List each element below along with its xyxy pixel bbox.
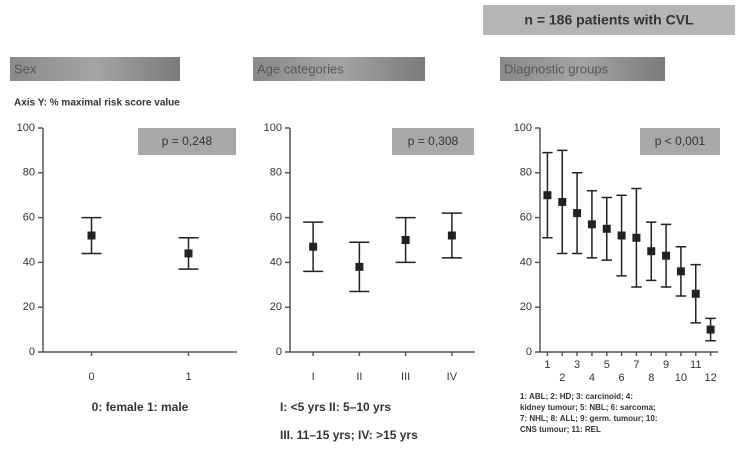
footnote: I: <5 yrs II: 5–10 yrs [280,400,391,414]
panel-title: Diagnostic groups [504,61,609,76]
y-tick-label: 100 [514,122,532,134]
point [447,231,456,240]
point [87,231,96,240]
y-tick-label: 0 [29,346,35,358]
y-tick-label: 100 [264,122,282,134]
y-tick-label: 40 [23,256,35,268]
footnote: kidney tumour; 5: NBL; 6: sarcoma; [520,403,656,412]
p-value: p = 0,308 [408,134,459,148]
point [401,236,410,244]
point [573,209,582,218]
y-tick-label: 80 [23,167,35,179]
x-tick-label: 2 [559,372,565,384]
point [632,233,641,242]
header: n = 186 patients with CVL [524,12,694,28]
footnote: 7: NHL; 8: ALL; 9: germ. tumour; 10: [520,414,657,423]
point [706,325,715,334]
y-tick-label: 40 [520,256,532,268]
footnote: 1: ABL; 2: HD; 3: carcinoid; 4: [520,392,633,401]
panel-title: Age categories [257,61,344,76]
axis-note: Axis Y: % maximal risk score value [14,98,180,109]
point [617,231,626,240]
y-tick-label: 60 [23,212,35,224]
y-tick-label: 100 [17,122,35,134]
point [647,247,656,256]
y-tick-label: 80 [270,167,282,179]
x-tick-label: 6 [619,372,625,384]
x-tick-label: 9 [663,359,669,371]
x-tick-label: 3 [574,359,580,371]
x-tick-label: 8 [648,372,654,384]
point [184,249,193,258]
y-tick-label: 60 [270,212,282,224]
x-tick-label: 7 [633,359,639,371]
x-tick-label: 1 [185,371,191,383]
point [602,224,611,233]
y-tick-label: 20 [520,301,532,313]
footnote: 0: female 1: male [92,400,189,414]
x-tick-label: I [312,371,315,383]
x-tick-label: 0 [88,371,94,383]
x-tick-label: 5 [604,359,610,371]
point [676,267,685,276]
footnote: III. 11–15 yrs; IV: >15 yrs [280,428,418,442]
point [543,191,552,200]
y-tick-label: 0 [276,346,282,358]
y-tick-label: 20 [23,301,35,313]
x-tick-label: 4 [589,372,595,384]
x-tick-label: 1 [544,359,550,371]
x-tick-label: IV [447,371,458,383]
x-tick-label: 11 [690,359,701,371]
y-tick-label: 20 [270,301,282,313]
footnote: CNS tumour; 11: REL [520,425,601,434]
panel-title-box [10,57,180,81]
x-tick-label: 10 [675,372,687,384]
panel-title-box [500,57,665,81]
point [662,251,671,260]
x-tick-label: III [401,371,410,383]
y-tick-label: 80 [520,167,532,179]
panel-title: Sex [14,61,37,76]
p-value-box [392,128,474,155]
p-value: p < 0,001 [655,134,706,148]
point [558,197,567,206]
p-value-box [138,128,236,155]
header-box [483,5,735,35]
x-tick-label: II [356,371,362,383]
y-tick-label: 0 [526,346,532,358]
p-value-box [640,128,720,155]
x-tick-label: 12 [704,372,716,384]
y-tick-label: 40 [270,256,282,268]
panel-title-box [253,57,425,81]
point [355,262,364,271]
point [587,220,596,229]
p-value: p = 0,248 [162,134,213,148]
point [309,242,318,251]
y-tick-label: 60 [520,212,532,224]
point [691,289,700,298]
